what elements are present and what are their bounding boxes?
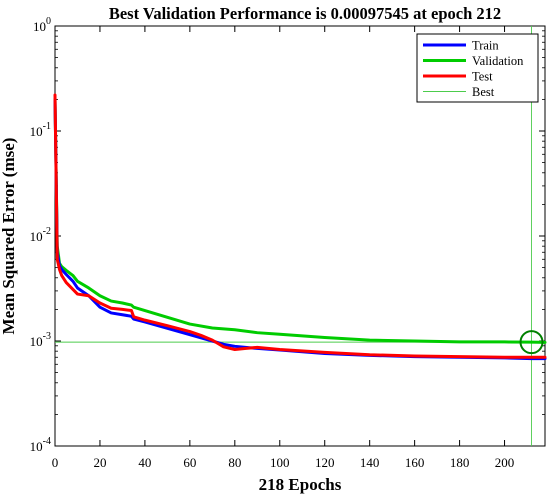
y-tick-exponent: 0 [46, 16, 51, 27]
y-tick-base: 10 [30, 124, 43, 139]
y-tick-label: 10-3 [30, 331, 51, 349]
x-tick-label: 140 [360, 455, 380, 470]
x-tick-label: 0 [52, 455, 59, 470]
legend-label: Test [472, 70, 493, 84]
chart-title: Best Validation Performance is 0.0009754… [109, 4, 501, 23]
y-tick-base: 10 [30, 229, 43, 244]
legend-label: Train [472, 39, 499, 53]
x-tick-label: 100 [270, 455, 290, 470]
y-tick-base: 10 [30, 334, 43, 349]
y-tick-exponent: -3 [43, 331, 51, 342]
y-tick-base: 10 [30, 439, 43, 454]
x-tick-label: 120 [315, 455, 335, 470]
best-marker [519, 330, 544, 355]
y-axis-title: Mean Squared Error (mse) [0, 138, 18, 335]
x-tick-label: 60 [183, 455, 196, 470]
y-tick-label: 10-1 [30, 121, 51, 139]
y-tick-exponent: -4 [43, 436, 51, 447]
legend-label: Validation [472, 54, 524, 68]
y-tick-label: 10-4 [30, 436, 51, 454]
series-line-validation [53, 97, 547, 344]
x-tick-label: 200 [495, 455, 515, 470]
x-tick-label: 160 [405, 455, 425, 470]
x-tick-label: 40 [138, 455, 151, 470]
series-line-test [53, 93, 547, 359]
y-tick-base: 10 [33, 19, 46, 34]
x-tick-label: 80 [228, 455, 241, 470]
y-tick-label: 100 [33, 16, 51, 34]
legend-label: Best [472, 85, 495, 99]
y-tick-label: 10-2 [30, 226, 51, 244]
x-tick-label: 20 [93, 455, 106, 470]
x-tick-label: 180 [450, 455, 470, 470]
x-axis-title: 218 Epochs [259, 475, 342, 494]
y-tick-exponent: -1 [43, 121, 51, 132]
y-tick-exponent: -2 [43, 226, 51, 237]
